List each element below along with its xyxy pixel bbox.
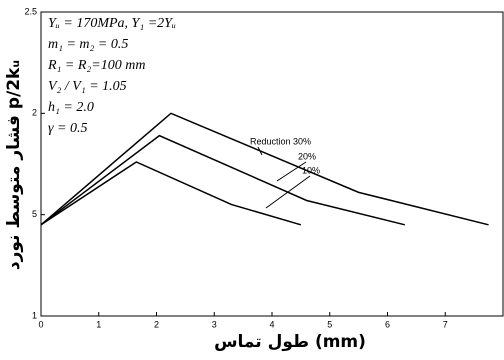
x-axis-label: طول تماس (mm) xyxy=(214,332,366,352)
annotation: V₂ / V₁ = 1.05 xyxy=(48,79,127,94)
label-arrow xyxy=(276,161,307,182)
annotation: m₁ = m₂ = 0.5 xyxy=(48,37,128,52)
label-arrow xyxy=(265,175,311,209)
label-arrow xyxy=(257,146,263,156)
x-tick-label: 4 xyxy=(269,319,274,329)
annotation: h₁ = 2.0 xyxy=(48,100,94,115)
x-tick-label: 2 xyxy=(154,319,159,329)
series-line xyxy=(40,112,489,226)
series-line xyxy=(40,161,302,226)
series-label: 20% xyxy=(298,151,316,161)
annotation: γ = 0.5 xyxy=(48,121,87,136)
y-tick-label: 5 xyxy=(32,209,37,219)
series-line xyxy=(40,134,406,226)
x-tick-label: 7 xyxy=(443,319,448,329)
x-tick-label: 0 xyxy=(38,319,43,329)
x-tick-label: 1 xyxy=(96,319,101,329)
y-tick-label: 2 xyxy=(32,108,37,118)
x-tick-label: 5 xyxy=(327,319,332,329)
annotation: R₁ = R₂=100 mm xyxy=(47,58,145,73)
y-tick-label: 2.5 xyxy=(24,6,37,16)
series-label: 10% xyxy=(302,165,320,175)
series-label: Reduction 30% xyxy=(250,136,311,146)
y-axis-label: فشار متوسط نورد p/2kᵤ xyxy=(4,60,24,270)
annotation: Yᵤ = 170MPa, Y₁ =2Yᵤ xyxy=(48,16,176,31)
x-tick-label: 6 xyxy=(385,319,390,329)
y-tick-label: 1 xyxy=(32,310,37,320)
x-tick-label: 3 xyxy=(212,319,217,329)
